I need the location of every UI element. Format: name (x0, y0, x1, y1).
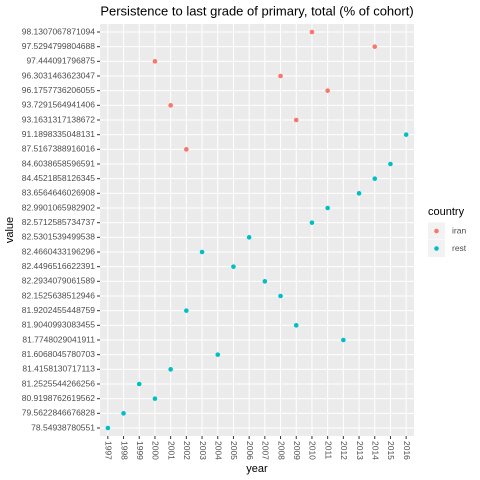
point (293, 117, 299, 123)
legend-label: rest (452, 243, 467, 253)
chart-title: Persistence to last grade of primary, to… (100, 3, 413, 18)
x-tick-label: 2000 (151, 441, 161, 460)
y-tick-label: 81.9040993083455 (22, 320, 96, 330)
y-tick-label: 79.5622846676828 (22, 408, 96, 418)
point (152, 59, 158, 64)
point (372, 44, 378, 49)
x-tick-label: 2014 (371, 441, 381, 460)
x-tick-label: 1998 (119, 441, 129, 460)
y-tick-label: 83.6564646026908 (22, 188, 96, 198)
x-tick-label: 2013 (355, 441, 365, 460)
x-tick-label: 2016 (402, 441, 412, 460)
point (231, 264, 236, 269)
point (168, 103, 173, 108)
y-tick-label: 82.4660433196296 (22, 246, 96, 256)
y-tick-label: 81.6068045780703 (22, 349, 96, 359)
panel (100, 24, 414, 436)
y-tick-label: 84.6038658596591 (22, 158, 96, 168)
point (184, 308, 189, 313)
x-tick-label: 1997 (104, 441, 114, 460)
y-tick-label: 81.2525544266256 (22, 378, 96, 388)
x-tick-label: 2001 (166, 441, 176, 460)
y-tick-label: 96.3031463623047 (22, 70, 96, 80)
x-tick-label: 2003 (198, 441, 208, 460)
y-tick-label: 82.1525638512946 (22, 290, 96, 300)
point (325, 88, 330, 93)
y-tick-label: 98.1307067871094 (22, 26, 96, 36)
point (278, 73, 283, 79)
y-tick-label: 91.1898335048131 (22, 129, 96, 139)
point (215, 352, 221, 357)
point (325, 205, 330, 211)
y-tick-label: 87.5167388916016 (22, 144, 96, 154)
x-tick-label: 2005 (229, 441, 239, 460)
y-tick-label: 96.1757736206055 (22, 85, 96, 95)
y-tick-label: 93.1631317138672 (22, 114, 96, 124)
y-tick-label: 93.7291564941406 (22, 100, 96, 110)
x-tick-label: 2002 (182, 441, 192, 460)
point (278, 293, 283, 299)
x-axis-label: year (246, 463, 268, 475)
x-tick-label: 2015 (386, 441, 396, 460)
point (388, 161, 393, 167)
y-tick-label: 81.4158130717113 (22, 364, 95, 374)
x-tick-label: 2007 (261, 441, 271, 460)
point (184, 147, 189, 152)
x-tick-label: 2012 (339, 441, 349, 460)
y-tick-label: 82.2934079061589 (22, 276, 96, 286)
y-tick-label: 84.4521858126345 (22, 173, 96, 183)
y-tick-label: 82.5712585734737 (22, 217, 96, 227)
point (309, 220, 315, 225)
point (152, 396, 158, 401)
y-tick-label: 82.9901065982902 (22, 202, 96, 212)
x-tick-label: 2006 (245, 441, 255, 460)
y-tick-label: 80.9198762619562 (22, 393, 96, 403)
x-tick-label: 2009 (292, 441, 302, 460)
point (136, 381, 142, 387)
x-tick-label: 2004 (214, 441, 224, 460)
x-tick-label: 1999 (135, 441, 145, 460)
legend-title: country (428, 206, 465, 218)
y-tick-label: 97.5294799804688 (22, 41, 96, 51)
point (246, 235, 252, 240)
y-tick-label: 97.444091796875 (26, 56, 95, 66)
point (262, 279, 268, 284)
x-tick-label: 2011 (323, 441, 333, 460)
legend-marker (434, 246, 439, 251)
point (372, 176, 378, 181)
point (293, 323, 299, 328)
y-tick-label: 81.7748029041911 (22, 334, 95, 344)
point (168, 367, 173, 372)
point (309, 29, 315, 35)
point (403, 132, 409, 137)
point (105, 425, 111, 431)
y-tick-label: 82.5301539499538 (22, 232, 96, 242)
y-axis-label: value (4, 217, 16, 243)
y-tick-label: 78.54938780551 (31, 422, 95, 432)
point (199, 249, 205, 255)
x-tick-label: 2008 (276, 441, 286, 460)
y-tick-label: 81.9202455448759 (22, 305, 96, 315)
point (121, 411, 126, 416)
point (341, 337, 346, 343)
x-tick-label: 2010 (308, 441, 318, 460)
legend-label: iran (452, 225, 466, 235)
legend-marker (434, 228, 439, 234)
y-tick-label: 82.4496516622391 (22, 261, 96, 271)
point (356, 191, 362, 196)
